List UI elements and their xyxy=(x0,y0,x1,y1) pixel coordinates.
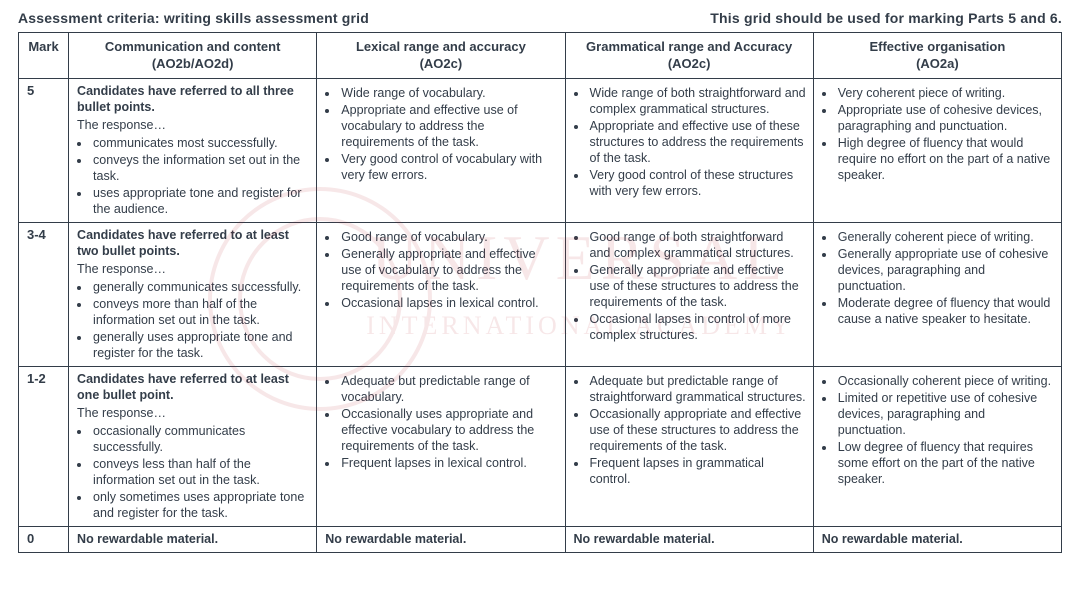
col-organisation: Effective organisation(AO2a) xyxy=(813,33,1061,79)
cell-12-communication: Candidates have referred to at least one… xyxy=(69,367,317,527)
table-row: 0 No rewardable material. No rewardable … xyxy=(19,527,1062,553)
col-communication: Communication and content(AO2b/AO2d) xyxy=(69,33,317,79)
col-grammar: Grammatical range and Accuracy(AO2c) xyxy=(565,33,813,79)
col-mark: Mark xyxy=(19,33,69,79)
col-lexical: Lexical range and accuracy(AO2c) xyxy=(317,33,565,79)
header: Assessment criteria: writing skills asse… xyxy=(18,10,1062,26)
mark-1-2: 1-2 xyxy=(19,367,69,527)
cell-0-grammar: No rewardable material. xyxy=(565,527,813,553)
mark-0: 0 xyxy=(19,527,69,553)
table-row: 1-2 Candidates have referred to at least… xyxy=(19,367,1062,527)
assessment-grid: Mark Communication and content(AO2b/AO2d… xyxy=(18,32,1062,553)
table-row: 3-4 Candidates have referred to at least… xyxy=(19,223,1062,367)
table-header-row: Mark Communication and content(AO2b/AO2d… xyxy=(19,33,1062,79)
cell-12-lexical: Adequate but predictable range of vocabu… xyxy=(317,367,565,527)
mark-3-4: 3-4 xyxy=(19,223,69,367)
page-note: This grid should be used for marking Par… xyxy=(710,10,1062,26)
cell-34-lexical: Good range of vocabulary. Generally appr… xyxy=(317,223,565,367)
mark-5: 5 xyxy=(19,79,69,223)
cell-5-communication: Candidates have referred to all three bu… xyxy=(69,79,317,223)
cell-34-organisation: Generally coherent piece of writing. Gen… xyxy=(813,223,1061,367)
page-title: Assessment criteria: writing skills asse… xyxy=(18,10,369,26)
cell-12-grammar: Adequate but predictable range of straig… xyxy=(565,367,813,527)
cell-0-organisation: No rewardable material. xyxy=(813,527,1061,553)
cell-34-grammar: Good range of both straightforward and c… xyxy=(565,223,813,367)
cell-12-organisation: Occasionally coherent piece of writing. … xyxy=(813,367,1061,527)
table-row: 5 Candidates have referred to all three … xyxy=(19,79,1062,223)
cell-34-communication: Candidates have referred to at least two… xyxy=(69,223,317,367)
cell-5-lexical: Wide range of vocabulary. Appropriate an… xyxy=(317,79,565,223)
cell-0-lexical: No rewardable material. xyxy=(317,527,565,553)
cell-5-grammar: Wide range of both straightforward and c… xyxy=(565,79,813,223)
cell-0-communication: No rewardable material. xyxy=(69,527,317,553)
cell-5-organisation: Very coherent piece of writing. Appropri… xyxy=(813,79,1061,223)
